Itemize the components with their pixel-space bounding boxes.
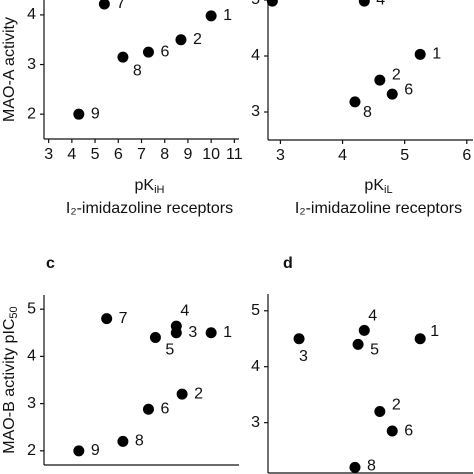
point-label: 4 [368,308,377,325]
y-axis-label: MAO-B activity pIC50 [1,306,20,453]
y-tick-label: 3 [27,56,36,73]
point-label: 7 [119,310,128,327]
data-point [349,96,361,108]
data-point [352,338,364,350]
data-point [149,332,161,343]
point-label: 6 [404,422,413,439]
data-point [117,435,129,447]
point-label: 1 [430,323,439,340]
data-point [73,445,85,457]
y-tick-label: 3 [251,414,260,431]
point-label: 2 [194,385,203,402]
y-tick-label: 5 [251,302,260,319]
x-axis-label-main: pK [135,177,155,194]
y-axis-label-sub: 50 [8,306,20,318]
x-axis-label: pKiH [135,177,165,196]
y-tick-label: 3 [27,395,36,412]
point-label: 2 [193,31,202,48]
x-tick-label: 11 [226,146,243,163]
x-tick-label: 3 [44,146,53,163]
point-label: 8 [363,104,372,121]
panel-label: c [46,255,55,272]
x-tick-label: 9 [183,146,192,163]
y-tick-label: 4 [251,358,260,375]
point-label: 7 [116,0,125,12]
y-tick-label: 4 [251,47,260,64]
y-axis-label-main: MAO-B activity pIC [1,319,18,454]
point-label: 3 [188,324,197,341]
data-point [142,403,154,415]
x-axis-label: pKiL [364,177,392,196]
y-axis-label-main: MAO-A activity [1,17,18,122]
point-label: 6 [160,400,169,417]
point-label: 4 [376,0,385,8]
point-label: 2 [392,397,401,414]
point-label: 5 [165,342,174,359]
point-label: 6 [404,81,413,98]
x-axis-label-2: I₂-imidazoline receptors [66,200,233,217]
data-point [175,34,187,46]
x-tick-label: 10 [202,146,220,163]
data-point [117,51,129,63]
data-point [374,74,386,86]
data-point [176,388,188,400]
point-label: 1 [432,46,441,63]
y-tick-label: 5 [251,0,260,8]
x-axis-label-sub: iH [154,184,164,196]
data-point [101,313,113,325]
data-point [205,327,217,339]
point-label: 1 [223,7,232,24]
data-point [266,0,278,7]
panel-label: d [283,255,293,272]
point-label: 8 [135,433,144,450]
point-label: 3 [299,348,308,365]
x-tick-label: 3 [276,147,285,164]
y-tick-label: 5 [27,300,36,317]
x-tick-label: 5 [400,147,409,164]
x-tick-label: 6 [462,147,471,164]
data-point [414,48,426,60]
point-label: 8 [367,458,376,474]
x-tick-label: 7 [137,146,146,163]
point-label: 5 [370,342,379,359]
x-axis-label-2: I₂-imidazoline receptors [295,200,462,217]
data-point [386,88,398,100]
data-point [98,0,110,10]
data-point [142,46,154,58]
point-label: 6 [160,43,169,60]
data-point [386,425,398,437]
point-label: 4 [180,302,189,319]
point-label: 1 [223,324,232,341]
data-point [73,108,85,120]
point-label: 9 [91,442,100,459]
data-point [205,10,217,22]
data-point [358,0,370,7]
x-axis-label-sub: iL [384,184,393,196]
y-tick-label: 2 [27,442,36,459]
x-tick-label: 6 [114,146,123,163]
x-axis-label-main: pK [364,177,384,194]
y-tick-label: 4 [27,6,36,23]
y-tick-label: 4 [27,348,36,365]
y-tick-label: 2 [27,105,36,122]
y-tick-label: 3 [251,103,260,120]
x-tick-label: 5 [91,146,100,163]
point-label: 2 [392,66,401,83]
data-point [414,333,426,345]
x-tick-label: 4 [338,147,347,164]
data-point [374,405,386,417]
data-point [293,333,305,345]
data-point [358,324,370,336]
point-label: 8 [133,62,142,79]
x-tick-label: 8 [160,146,169,163]
data-point [170,327,182,339]
y-axis-label: MAO-A activity [1,17,18,122]
data-point [349,461,361,473]
x-tick-label: 4 [67,146,76,163]
point-label: 9 [91,105,100,122]
